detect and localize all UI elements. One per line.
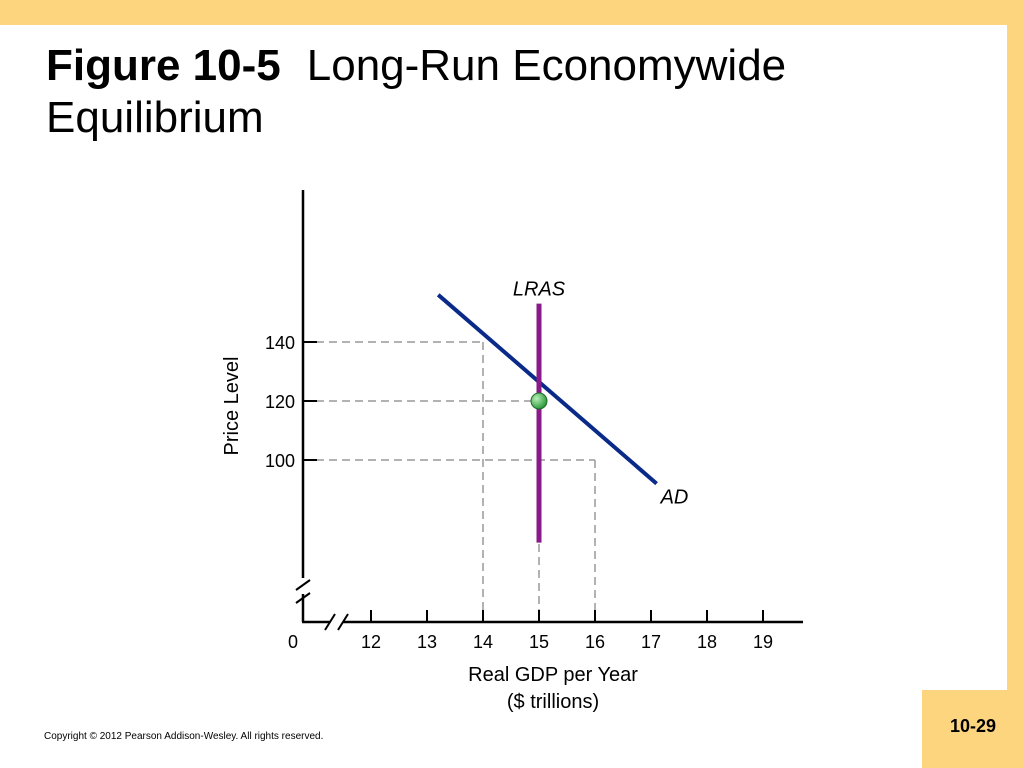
copyright-notice: Copyright © 2012 Pearson Addison-Wesley.…	[44, 731, 324, 742]
ad-label: AD	[660, 487, 689, 509]
ad-line	[436, 293, 658, 486]
x-axis-label-line-2: ($ trillions)	[507, 691, 599, 713]
x-axis-label-line-1: Real GDP per Year	[468, 664, 638, 686]
guide-lines	[303, 341, 596, 622]
figure-number: Figure 10-5	[46, 41, 281, 90]
y-axis-label: Price Level	[221, 357, 243, 456]
x-tick-label-14: 14	[473, 632, 493, 652]
x-tick-label-15: 15	[529, 632, 549, 652]
slide-number: 10-29	[949, 716, 997, 736]
y-axis-break-mark	[295, 579, 311, 591]
x-tick-label-19: 19	[753, 632, 773, 652]
figure-title: Long-Run Economywide Equilibrium	[46, 41, 787, 142]
x-origin-label: 0	[288, 632, 298, 652]
lras-label: LRAS	[513, 279, 566, 301]
slide-right-border	[1007, 0, 1024, 690]
slide-number-box: 10-29	[922, 690, 1024, 768]
x-axis-break-mark	[324, 613, 336, 631]
y-ticks: 100 120 140	[265, 333, 317, 471]
series: AD LRAS	[436, 279, 689, 543]
slide-top-border	[0, 0, 1024, 25]
x-axis-label: Real GDP per Year ($ trillions)	[468, 664, 638, 713]
x-tick-label-18: 18	[697, 632, 717, 652]
y-tick-label-140: 140	[265, 333, 295, 353]
y-tick-label-100: 100	[265, 451, 295, 471]
x-tick-label-13: 13	[417, 632, 437, 652]
x-tick-label-12: 12	[361, 632, 381, 652]
y-axis-break-mark	[295, 592, 311, 604]
x-tick-label-17: 17	[641, 632, 661, 652]
y-tick-label-120: 120	[265, 392, 295, 412]
slide-title: Figure 10-5 Long-Run Economywide Equilibr…	[46, 40, 966, 144]
x-tick-label-16: 16	[585, 632, 605, 652]
equilibrium-point	[530, 392, 548, 410]
x-ticks: 12 13 14 15 16 17 18 19	[361, 610, 773, 652]
